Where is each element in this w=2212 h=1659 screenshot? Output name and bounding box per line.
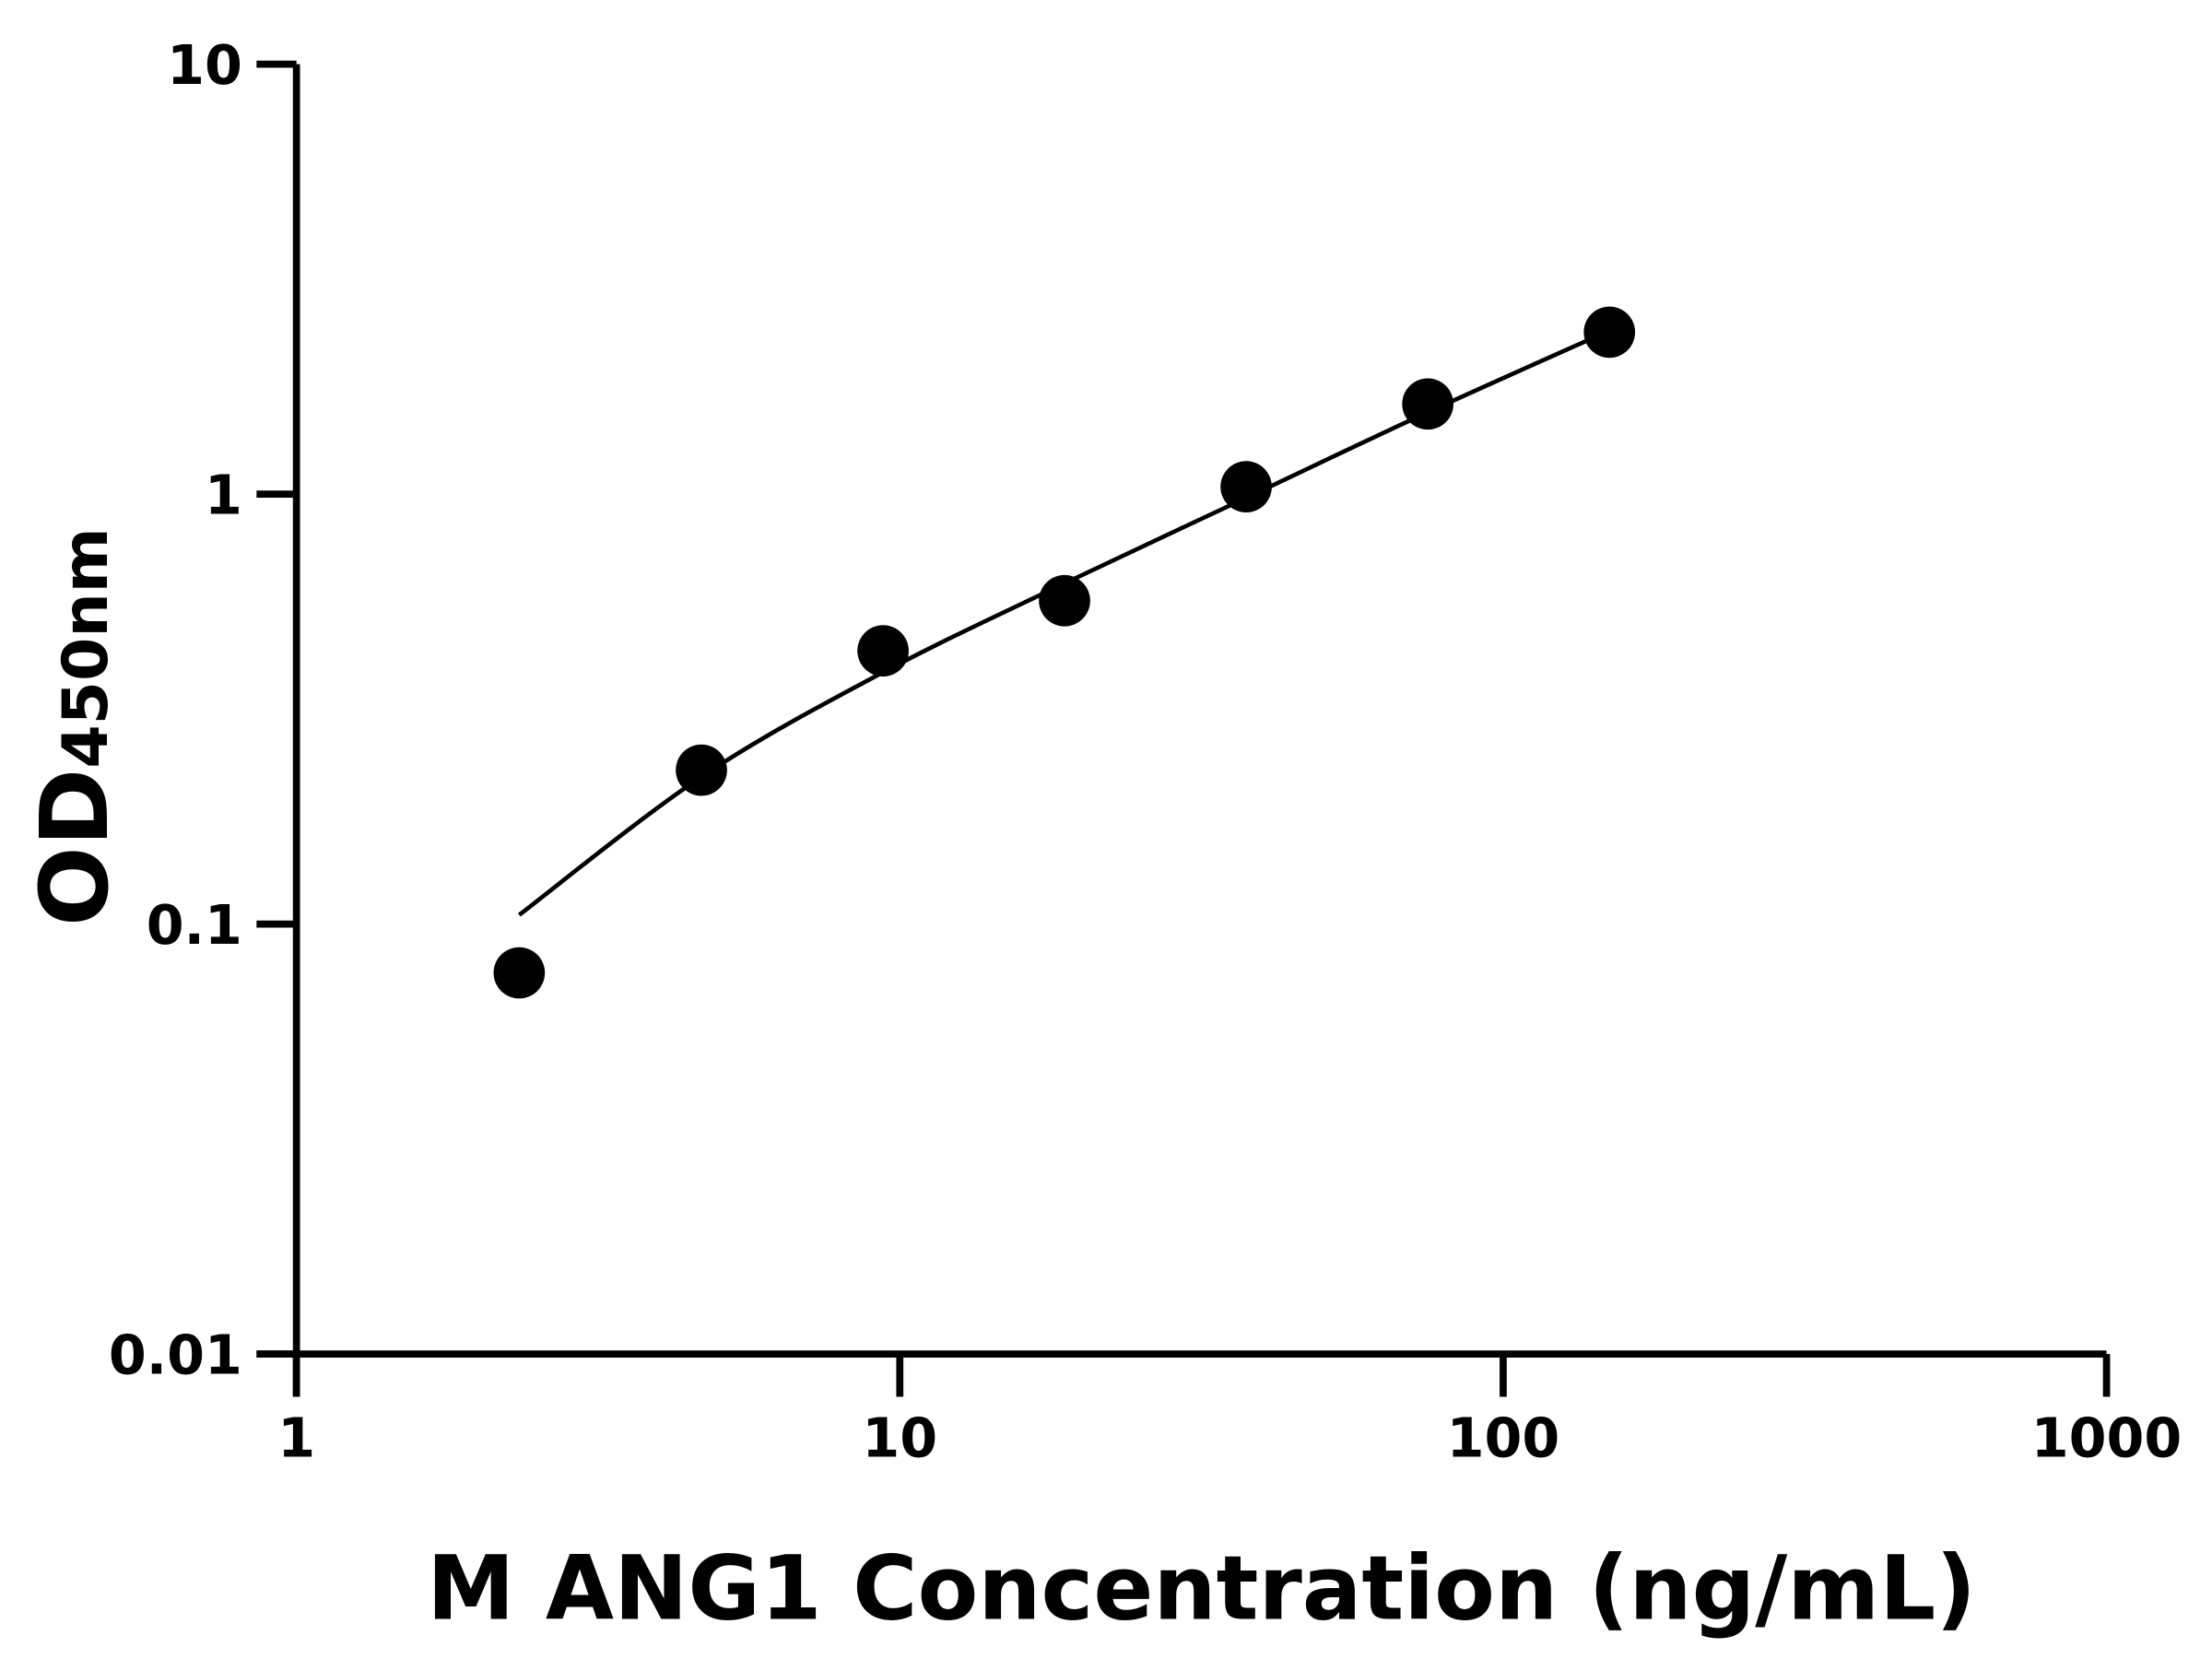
data-point [857, 625, 909, 677]
data-point [1402, 378, 1453, 430]
x-axis-label: M ANG1 Concentration (ng/mL) [427, 1537, 1976, 1641]
y-axis-label-subscript: 450nm [50, 527, 123, 768]
data-points [493, 306, 1636, 999]
data-point [1220, 461, 1272, 512]
y-tick-label: 1 [205, 464, 242, 527]
x-tick-label: 100 [1447, 1406, 1560, 1469]
x-tick-label: 10 [862, 1406, 937, 1469]
data-point [1039, 574, 1090, 627]
y-tick-label: 10 [167, 33, 242, 97]
x-tick-label: 1 [277, 1406, 315, 1469]
axes: 1 10 100 1000 0.01 0.1 1 10 [109, 33, 2182, 1469]
svg-text:OD450nm: OD450nm [20, 527, 130, 926]
y-axis-label: OD [20, 769, 130, 926]
data-point [493, 947, 546, 999]
y-tick-label: 0.1 [147, 893, 242, 957]
data-point [676, 744, 727, 796]
y-axis-label-group: OD450nm [20, 527, 130, 926]
x-tick-label: 1000 [2031, 1406, 2183, 1469]
y-tick-label: 0.01 [109, 1324, 242, 1387]
data-point [1583, 306, 1636, 359]
